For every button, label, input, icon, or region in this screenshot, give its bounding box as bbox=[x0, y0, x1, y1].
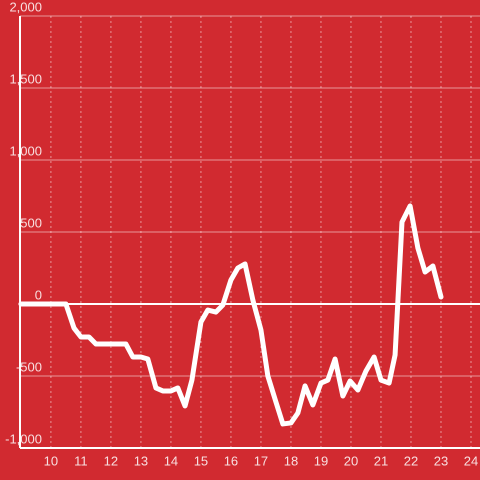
x-tick-label: 15 bbox=[194, 453, 208, 468]
x-tick-label: 18 bbox=[284, 453, 298, 468]
x-tick-label: 20 bbox=[344, 453, 358, 468]
x-tick-label: 24 bbox=[464, 453, 478, 468]
x-tick-label: 22 bbox=[404, 453, 418, 468]
x-tick-label: 17 bbox=[254, 453, 268, 468]
x-tick-label: 10 bbox=[44, 453, 58, 468]
x-tick-label: 21 bbox=[374, 453, 388, 468]
y-tick-label: -500 bbox=[16, 359, 42, 374]
line bbox=[18, 203, 444, 427]
y-tick-label: 1,000 bbox=[9, 143, 42, 158]
x-tick-label: 14 bbox=[164, 453, 178, 468]
x-tick-label: 12 bbox=[104, 453, 118, 468]
x-tick-label: 11 bbox=[74, 453, 88, 468]
y-tick-label: 500 bbox=[20, 215, 42, 230]
y-tick-label: 2,000 bbox=[9, 0, 42, 14]
x-tick-label: 13 bbox=[134, 453, 148, 468]
x-tick-label: 16 bbox=[224, 453, 238, 468]
y-tick-label: -1,000 bbox=[5, 431, 42, 446]
x-tick-label: 23 bbox=[434, 453, 448, 468]
y-tick-label: 0 bbox=[35, 287, 42, 302]
x-tick-label: 19 bbox=[314, 453, 328, 468]
y-tick-label: 1,500 bbox=[9, 71, 42, 86]
